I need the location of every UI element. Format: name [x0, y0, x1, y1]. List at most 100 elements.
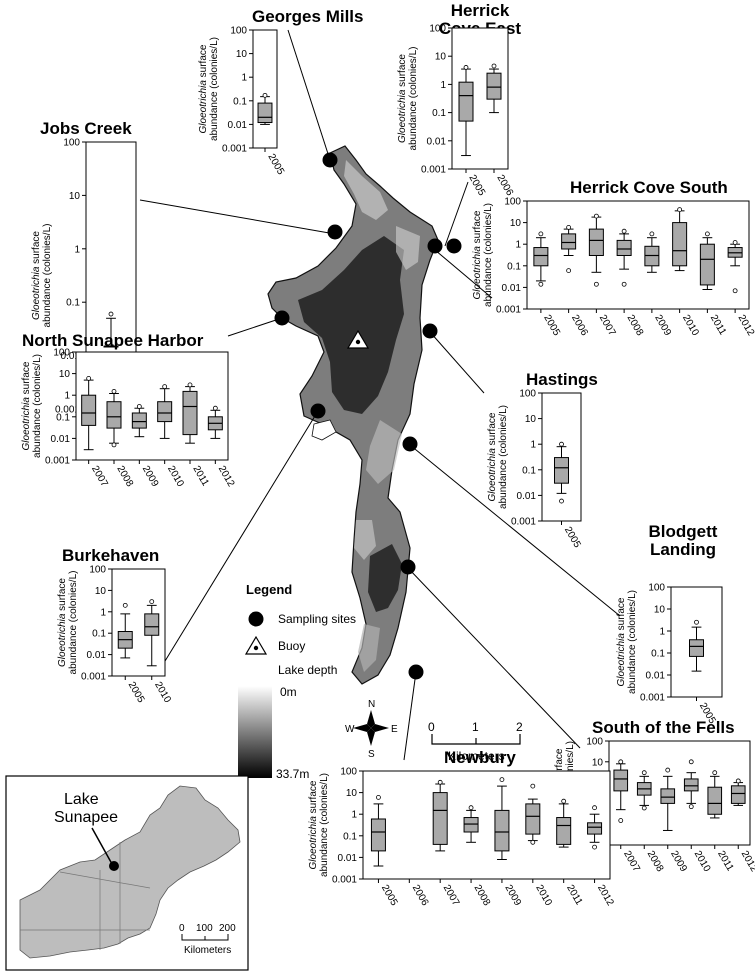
- lake-deep-zone: [298, 236, 404, 414]
- ytick-label: 0.1: [66, 298, 80, 309]
- legend: Legend Sampling sites Buoy Lake depth 0m…: [238, 582, 356, 781]
- lake-shallow-tail: [358, 624, 380, 672]
- outlier-point: [376, 794, 381, 800]
- xtick-label: 2007: [89, 464, 110, 489]
- ytick-label: 0.001: [511, 517, 536, 528]
- xtick-label: 2009: [668, 849, 689, 874]
- outlier-point: [437, 779, 443, 785]
- xtick-label: 2010: [692, 849, 713, 874]
- outlier-point: [136, 404, 142, 409]
- ytick-label: 1: [241, 73, 247, 84]
- ylabel: Gloeotrichia surfaceabundance (colonies/…: [57, 571, 79, 675]
- lake-shallow-south: [354, 520, 376, 560]
- xtick-label: 2011: [715, 849, 735, 874]
- ytick-label: 0.01: [87, 650, 107, 661]
- xtick-label: 2008: [114, 464, 135, 489]
- scale-tick-2: 2: [516, 720, 523, 734]
- outlier-point: [499, 777, 505, 782]
- ytick-label: 10: [592, 757, 604, 768]
- lake-shallow-mid: [396, 226, 420, 270]
- xtick-label: 2010: [533, 883, 554, 908]
- ytick-label: 0.001: [640, 693, 665, 704]
- ytick-label: 1: [64, 391, 70, 402]
- xtick-label: 2005: [126, 680, 147, 705]
- outlier-point: [641, 805, 647, 811]
- outlier-point: [641, 770, 647, 776]
- ylabel: Gloeotrichia surfaceabundance (colonies/…: [31, 224, 53, 328]
- panel-frame-south-of-the-fells: [608, 740, 751, 846]
- leader-line-herrick-cove-south: [434, 249, 493, 299]
- ytick-label: 0.1: [432, 108, 446, 119]
- ytick-label: 100: [230, 26, 247, 37]
- xtick-label: 2010: [680, 313, 701, 338]
- boxplot-panel-blodgett-landing: Blodgett Landing 0.001 0.01 0.1 1 10 100 Gloeotr…: [616, 522, 723, 726]
- inset-northeast-us: [19, 785, 241, 959]
- site-marker-georges-mills: [322, 152, 338, 168]
- ylabel: Gloeotrichia surfaceabundance (colonies/…: [616, 590, 638, 694]
- outlier-point: [538, 281, 544, 287]
- scale-unit: Kilometers: [448, 749, 505, 763]
- leader-line-blodgett-landing: [409, 444, 621, 617]
- ytick-label: 1: [515, 240, 521, 251]
- xtick-label: 2007: [441, 883, 462, 908]
- ytick-label: 100: [504, 197, 521, 208]
- box-2012: [727, 240, 743, 294]
- ytick-label: 1: [659, 627, 665, 638]
- ytick-label: 0.1: [522, 465, 536, 476]
- compass-w: W: [345, 724, 355, 735]
- box-2009: [660, 767, 676, 831]
- ytick-label: 0.01: [228, 120, 248, 131]
- outlier-point: [463, 65, 469, 70]
- ytick-label: 10: [69, 191, 81, 202]
- ytick-label: 100: [340, 767, 357, 778]
- legend-depth-min: 0m: [280, 685, 297, 699]
- xtick-label: 2006: [494, 173, 515, 198]
- outlier-point: [530, 839, 536, 845]
- xtick-label: 2005: [562, 525, 583, 550]
- box-2011: [556, 798, 572, 848]
- boxplot-panel-burkehaven: Burkehaven 0.001 0.01 0.1 1 10 100 Gloeotrichia…: [57, 546, 173, 705]
- outlier-point: [694, 619, 699, 625]
- site-marker-herrick-cove-east-b: [446, 238, 462, 254]
- xtick-label: 2005: [541, 313, 562, 338]
- box-2011: [707, 770, 723, 819]
- xtick-label: 2012: [595, 883, 616, 908]
- ytick-label: 0.01: [646, 671, 666, 682]
- outlier-point: [618, 818, 624, 823]
- outlier-point: [688, 759, 694, 765]
- box-2010: [144, 599, 160, 667]
- box-2007: [81, 375, 97, 451]
- outlier-point: [538, 231, 544, 237]
- outlier-point: [559, 498, 564, 504]
- xtick-label: 2012: [736, 313, 755, 338]
- legend-buoy: Buoy: [278, 639, 305, 653]
- outlier-point: [111, 442, 117, 448]
- boxplot-panel-herrick-cove-south: Herrick Cove South 0.001 0.01 0.1 1 10 100 Gloe…: [472, 178, 755, 338]
- lake-island: [311, 419, 337, 441]
- legend-depth-max: 33.7m: [276, 767, 309, 781]
- box-2008: [463, 805, 479, 843]
- xtick-label: 2008: [625, 313, 646, 338]
- xtick-label: 2009: [140, 464, 161, 489]
- leader-line-newbury: [403, 671, 417, 761]
- ytick-label: 0.01: [502, 283, 522, 294]
- panel-frame-georges-mills: [252, 29, 278, 149]
- outlier-point: [468, 805, 474, 811]
- panel-title-north-sunapee-harbor: North Sunapee Harbor: [22, 331, 204, 350]
- panel-frame-newbury: [362, 770, 611, 880]
- outlier-point: [593, 213, 599, 219]
- panel-frame-north-sunapee-harbor: [75, 351, 229, 461]
- ytick-label: 10: [525, 414, 537, 425]
- ytick-label: 100: [63, 138, 80, 149]
- outlier-point: [122, 602, 128, 608]
- leader-line-herrick-cove-east: [444, 181, 469, 247]
- scale-tick-0: 0: [428, 720, 435, 734]
- box-2008: [636, 770, 652, 811]
- outlier-point: [566, 224, 572, 230]
- legend-buoy-icon: [244, 635, 268, 655]
- box-2005: [257, 92, 273, 125]
- ytick-label: 100: [53, 348, 70, 359]
- ytick-label: 0.1: [651, 649, 665, 660]
- ytick-label: 1: [530, 440, 536, 451]
- legend-depth-gradient: [238, 686, 272, 778]
